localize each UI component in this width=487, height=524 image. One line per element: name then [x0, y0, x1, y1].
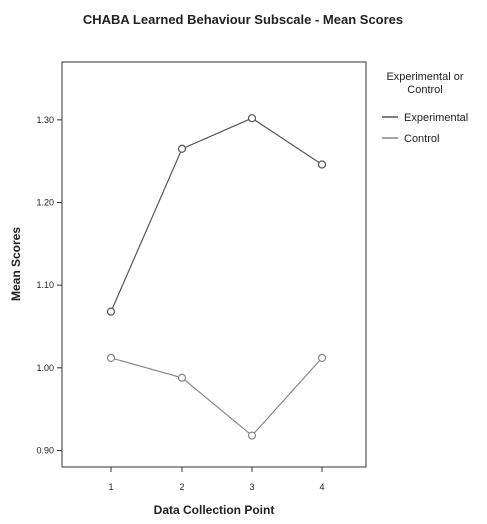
data-point-control: [247, 431, 257, 440]
series-layer: [106, 114, 327, 440]
legend-title-line2: Control: [407, 84, 442, 96]
y-axis-title: Mean Scores: [9, 227, 23, 301]
y-tick-label: 1.10: [36, 280, 54, 290]
y-tick-label: 1.00: [36, 363, 54, 373]
x-tick-label: 4: [319, 482, 324, 492]
data-point-experimental: [106, 307, 116, 316]
x-tick-label: 2: [179, 482, 184, 492]
y-axis: 0.90 1.00 1.10 1.20 1.30: [36, 115, 62, 455]
legend-title-line1: Experimental or: [386, 71, 463, 83]
x-axis: 1 2 3 4: [108, 467, 325, 492]
series-line-experimental: [110, 117, 323, 312]
data-point-control: [106, 353, 116, 362]
y-tick-label: 1.20: [36, 198, 54, 208]
legend-label: Experimental: [404, 112, 468, 124]
x-axis-title: Data Collection Point: [154, 503, 275, 517]
y-tick-label: 0.90: [36, 445, 54, 455]
y-tick-label: 1.30: [36, 115, 54, 125]
data-point-experimental: [317, 160, 327, 169]
legend: Experimental or Control Experimental Cont…: [382, 71, 468, 145]
data-point-experimental: [247, 114, 257, 123]
data-point-experimental: [177, 144, 187, 153]
series-line-control: [110, 357, 323, 437]
chart-title: CHABA Learned Behaviour Subscale - Mean …: [83, 12, 403, 27]
data-point-control: [177, 373, 187, 382]
legend-label: Control: [404, 133, 439, 145]
plot-area: [61, 61, 367, 468]
x-tick-label: 1: [108, 482, 113, 492]
x-tick-label: 3: [249, 482, 254, 492]
data-point-control: [317, 353, 327, 362]
